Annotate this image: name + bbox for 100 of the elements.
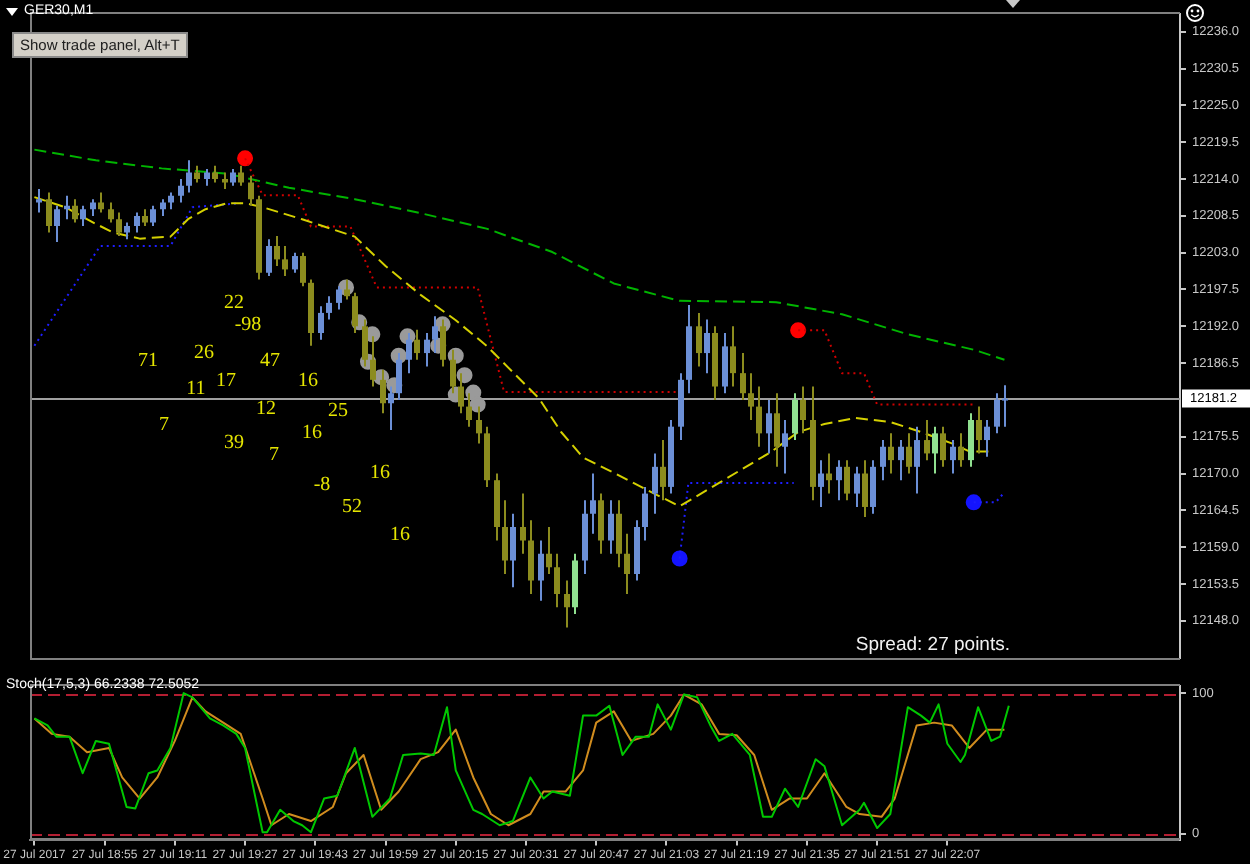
candlestick xyxy=(932,425,938,475)
candlestick xyxy=(424,331,430,368)
candlestick xyxy=(300,251,306,288)
candlestick xyxy=(344,278,350,301)
candlestick xyxy=(370,335,376,388)
candlestick xyxy=(186,159,192,194)
candlestick xyxy=(178,178,184,204)
candlestick xyxy=(590,472,596,535)
annotation: 12 xyxy=(256,398,276,420)
candlestick xyxy=(608,499,614,555)
candlestick xyxy=(940,425,946,468)
candlestick xyxy=(484,425,490,488)
candlestick xyxy=(476,405,482,445)
candlestick xyxy=(406,331,412,375)
annotation: 16 xyxy=(302,422,322,444)
candlestick xyxy=(440,318,446,368)
candlestick xyxy=(898,439,904,482)
annotation: 16 xyxy=(298,370,318,392)
candlestick xyxy=(914,425,920,495)
candlestick xyxy=(450,348,456,395)
candlestick xyxy=(906,432,912,475)
candlestick xyxy=(950,439,956,475)
candlestick xyxy=(984,418,990,458)
point xyxy=(965,494,982,511)
candlestick xyxy=(642,485,648,542)
candlestick xyxy=(510,512,516,589)
candlestick xyxy=(108,201,114,224)
candlestick xyxy=(458,372,464,415)
candlestick xyxy=(46,191,52,234)
candlestick xyxy=(336,285,342,311)
annotation: 26 xyxy=(194,342,214,364)
annotation: 7 xyxy=(269,444,279,466)
candlestick xyxy=(792,392,798,442)
candlestick xyxy=(624,532,630,595)
annotation: -8 xyxy=(313,474,331,496)
candlestick xyxy=(150,204,156,227)
candlestick xyxy=(800,385,806,435)
candlestick xyxy=(36,188,42,214)
candlestick xyxy=(466,392,472,428)
candlestick xyxy=(748,372,754,421)
candlestick xyxy=(976,405,982,455)
candlestick xyxy=(704,318,710,375)
candlestick xyxy=(54,204,60,243)
candlestick xyxy=(282,245,288,278)
candlestick xyxy=(528,519,534,595)
candlestick xyxy=(888,432,894,475)
candlestick xyxy=(502,499,508,575)
candlestick xyxy=(958,432,964,468)
candlestick xyxy=(266,238,272,278)
candlestick xyxy=(862,459,868,519)
candlestick xyxy=(554,552,560,609)
candlestick xyxy=(924,418,930,462)
annotation: -98 xyxy=(234,314,262,336)
candlestick xyxy=(116,211,122,237)
point xyxy=(671,550,688,567)
annotation: 39 xyxy=(224,432,244,454)
candlestick xyxy=(380,368,386,415)
candlestick xyxy=(388,385,394,432)
annotation: 16 xyxy=(390,524,410,546)
candlestick xyxy=(826,452,832,495)
annotation: 7 xyxy=(159,414,169,436)
annotation: 16 xyxy=(370,462,390,484)
candlestick xyxy=(880,439,886,482)
candlestick xyxy=(546,526,552,575)
candlestick xyxy=(134,211,140,234)
candlestick xyxy=(292,251,298,274)
candlestick xyxy=(248,174,254,207)
candlestick xyxy=(80,204,86,227)
candlestick xyxy=(98,191,104,214)
annotation: 25 xyxy=(328,400,348,422)
candlestick xyxy=(844,459,850,502)
candlestick xyxy=(582,499,588,575)
candlestick xyxy=(494,472,500,542)
candlestick xyxy=(352,291,358,334)
candlestick xyxy=(414,328,420,361)
candlestick xyxy=(64,194,70,221)
candlestick xyxy=(616,499,622,569)
point xyxy=(237,150,254,167)
candlestick xyxy=(598,492,604,555)
point xyxy=(469,396,486,413)
annotation: Spread: 27 points. xyxy=(855,634,1010,656)
candlestick xyxy=(818,459,824,508)
annotation: 22 xyxy=(224,292,244,314)
candlestick xyxy=(774,392,780,468)
candlestick xyxy=(326,295,332,321)
candlestick xyxy=(274,234,280,268)
candlestick xyxy=(1002,384,1008,428)
candlestick xyxy=(756,385,762,448)
annotation: 71 xyxy=(138,350,158,372)
candlestick xyxy=(722,331,728,395)
candlestick xyxy=(740,352,746,401)
candlestick xyxy=(994,392,1000,435)
candlestick xyxy=(362,318,368,368)
annotation: 17 xyxy=(216,370,236,392)
candlestick xyxy=(652,452,658,515)
candlestick xyxy=(836,459,842,502)
annotation: 47 xyxy=(260,350,280,372)
candlestick xyxy=(72,198,78,224)
candlestick xyxy=(538,539,544,602)
candlestick xyxy=(572,552,578,616)
